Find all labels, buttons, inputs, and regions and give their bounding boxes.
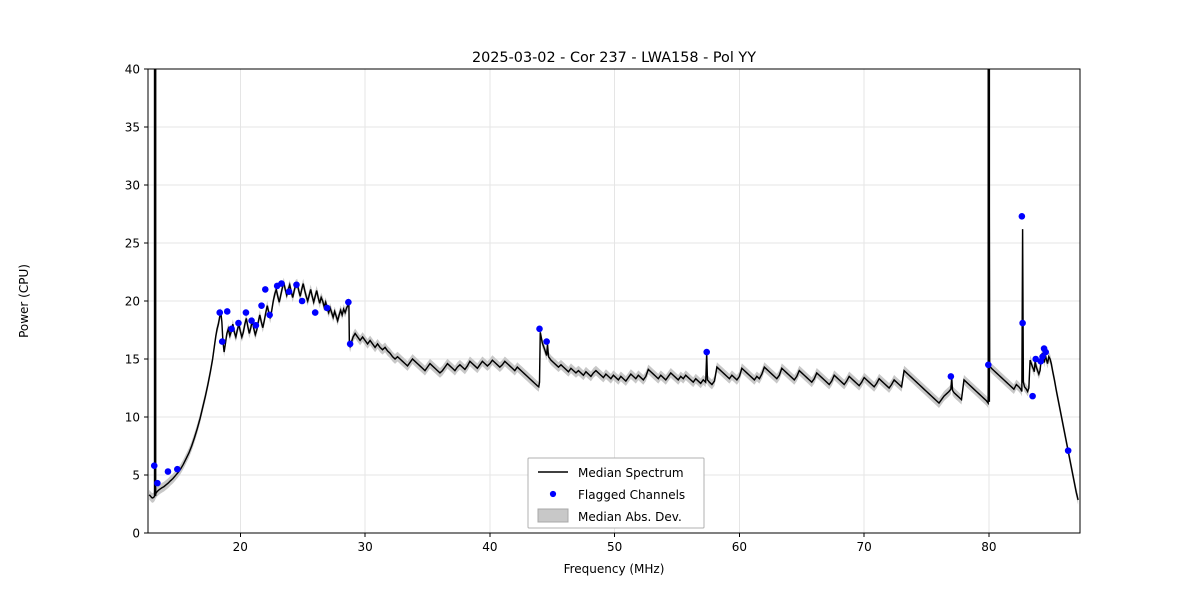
grid-lines (148, 69, 1080, 533)
flagged-channel-point (248, 317, 255, 325)
flagged-channel-point (703, 348, 710, 356)
flagged-channel-point (311, 309, 319, 316)
x-tick-label: 40 (482, 540, 497, 554)
y-tick-label: 35 (125, 120, 140, 134)
flagged-channel-point (150, 462, 158, 470)
flagged-channel-point (345, 298, 352, 306)
y-tick-label: 20 (125, 294, 140, 308)
y-tick-label: 5 (132, 468, 140, 482)
flagged-channel-point (242, 309, 250, 316)
flagged-channel-point (252, 322, 260, 329)
plot-data-area (148, 69, 1079, 505)
legend-dot-swatch (549, 490, 557, 498)
flagged-channel-point (543, 338, 550, 345)
x-tick-label: 60 (732, 540, 747, 554)
y-axis-label: Power (CPU) (17, 264, 31, 338)
flagged-channel-point (278, 280, 285, 287)
axis-ticks: 0 5 10 15 20 25 30 35 40 20 30 40 50 60 70 80 (125, 62, 997, 554)
median-spectrum-line (148, 69, 1079, 501)
flagged-channel-point (536, 325, 543, 333)
flagged-channel-point (1042, 348, 1049, 356)
x-tick-label: 50 (607, 540, 622, 554)
y-tick-label: 0 (132, 526, 140, 540)
x-tick-label: 70 (857, 540, 872, 554)
flagged-channels-scatter (150, 213, 1072, 487)
flagged-channel-point (174, 465, 181, 473)
legend-patch-swatch (537, 508, 569, 523)
flagged-channel-point (1019, 319, 1026, 327)
y-tick-label: 25 (125, 236, 140, 250)
flagged-channel-point (266, 311, 273, 319)
flagged-channel-point (216, 309, 224, 316)
legend-label-median-abs-dev: Median Abs. Dev. (578, 510, 682, 524)
y-tick-label: 40 (125, 62, 140, 76)
legend[interactable]: Median Spectrum Flagged Channels Median … (527, 457, 705, 529)
flagged-channel-point (985, 361, 992, 369)
flagged-channel-point (154, 479, 161, 487)
flagged-channel-point (285, 288, 293, 296)
flagged-channel-point (346, 340, 354, 348)
legend-label-flagged-channels: Flagged Channels (578, 488, 685, 502)
flagged-channel-point (164, 468, 172, 475)
flagged-channel-point (1064, 447, 1072, 454)
flagged-channel-point (293, 281, 300, 289)
legend-label-median-spectrum: Median Spectrum (578, 466, 684, 480)
y-tick-label: 15 (125, 352, 140, 366)
flagged-channel-point (261, 286, 269, 293)
flagged-channel-point (323, 304, 331, 312)
flagged-channel-point (228, 325, 235, 333)
flagged-channel-point (1029, 392, 1036, 400)
x-tick-label: 30 (357, 540, 372, 554)
flagged-channel-point (1018, 213, 1026, 220)
flagged-channel-point (218, 338, 226, 345)
flagged-channel-point (947, 373, 955, 380)
x-axis-label: Frequency (MHz) (564, 562, 665, 576)
x-tick-label: 80 (981, 540, 996, 554)
flagged-channel-point (1032, 355, 1040, 363)
flagged-channel-point (1039, 353, 1046, 360)
flagged-channel-point (235, 319, 242, 327)
flagged-channel-point (223, 308, 231, 315)
flagged-channel-point (258, 302, 265, 309)
y-tick-label: 10 (125, 410, 140, 424)
plot-title: 2025-03-02 - Cor 237 - LWA158 - Pol YY (472, 50, 756, 66)
y-tick-label: 30 (125, 178, 140, 192)
x-tick-label: 20 (233, 540, 248, 554)
legend-background (527, 457, 705, 529)
flagged-channel-point (298, 297, 306, 305)
